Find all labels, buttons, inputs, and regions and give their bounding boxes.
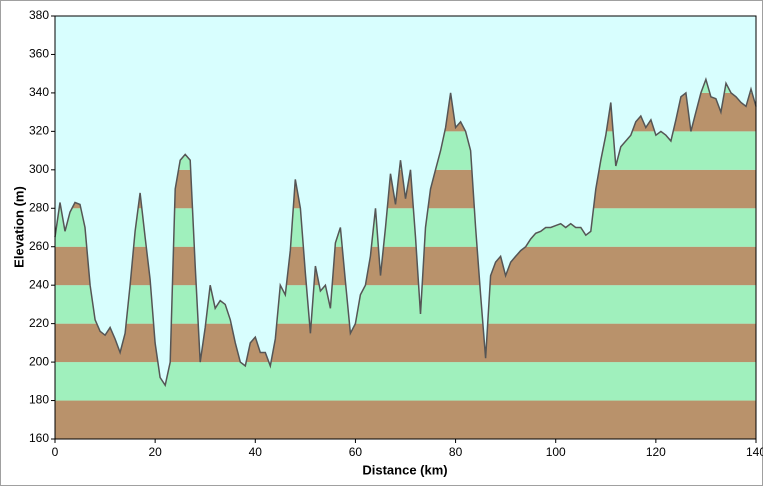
x-tick-label: 100 bbox=[546, 445, 566, 459]
elevation-line bbox=[54, 76, 757, 388]
y-tick-label: 280 bbox=[29, 200, 49, 214]
x-tick-label: 0 bbox=[52, 445, 59, 459]
x-tick-label: 20 bbox=[148, 445, 162, 459]
x-tick-label: 60 bbox=[349, 445, 363, 459]
y-tick-label: 340 bbox=[29, 85, 49, 99]
elevation-band bbox=[55, 362, 756, 401]
y-tick-label: 180 bbox=[29, 393, 49, 407]
y-tick-label: 300 bbox=[29, 162, 49, 176]
x-tick-label: 120 bbox=[646, 445, 666, 459]
y-tick-label: 360 bbox=[29, 47, 49, 61]
plot-border bbox=[54, 15, 757, 440]
y-tick-label: 260 bbox=[29, 239, 49, 253]
elevation-band bbox=[55, 400, 756, 439]
y-tick-label: 220 bbox=[29, 316, 49, 330]
x-tick-label: 40 bbox=[249, 445, 263, 459]
x-tick-label: 140 bbox=[746, 445, 763, 459]
y-tick-label: 320 bbox=[29, 124, 49, 138]
x-tick-label: 80 bbox=[449, 445, 463, 459]
y-tick-label: 160 bbox=[29, 431, 49, 445]
y-tick-label: 200 bbox=[29, 354, 49, 368]
y-tick-label: 240 bbox=[29, 277, 49, 291]
x-axis-label: Distance (km) bbox=[362, 462, 447, 477]
y-tick-label: 380 bbox=[29, 8, 49, 22]
y-axis-label: Elevation (m) bbox=[11, 186, 26, 268]
